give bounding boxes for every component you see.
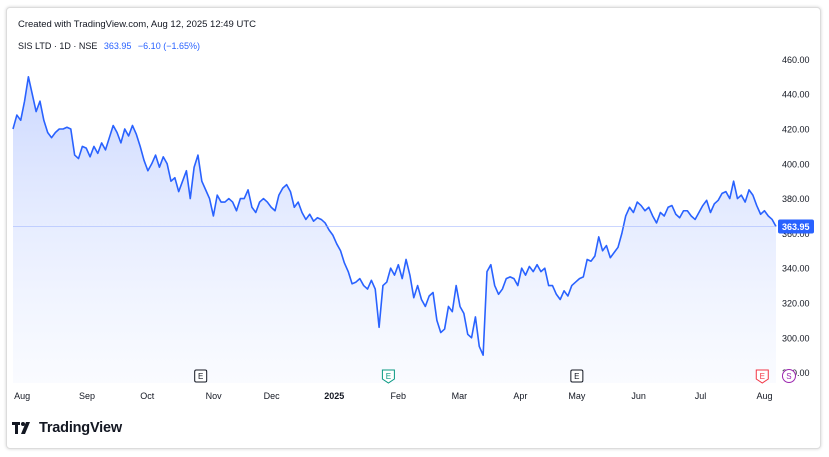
- symbol-name: SIS LTD · 1D · NSE: [18, 41, 98, 51]
- price-change: −6.10 (−1.65%): [137, 41, 200, 51]
- earnings-event-marker: [194, 369, 208, 383]
- earnings-event-marker: [570, 369, 584, 383]
- price-area-fill: [13, 76, 776, 384]
- event-marker-label: E: [760, 372, 765, 381]
- last-price-tag: [778, 219, 814, 234]
- x-tick-label: Apr: [513, 391, 527, 401]
- tradingview-logo: TradingView: [12, 419, 122, 437]
- y-tick-label: 360.00: [782, 229, 810, 239]
- x-tick-label: Dec: [264, 391, 281, 401]
- y-tick-label: 440.00: [782, 90, 810, 100]
- x-tick-label: 2025: [324, 391, 344, 401]
- x-tick-label: Jul: [695, 391, 707, 401]
- y-tick-label: 280.00: [782, 368, 810, 378]
- event-marker-label: E: [574, 372, 579, 381]
- last-price-tag-label: 363.95: [782, 222, 810, 232]
- symbol-legend: SIS LTD · 1D · NSE 363.95 −6.10 (−1.65%): [18, 41, 200, 51]
- created-with-text: Created with TradingView.com, Aug 12, 20…: [18, 19, 256, 30]
- y-tick-label: 340.00: [782, 264, 810, 274]
- last-price: 363.95: [103, 41, 132, 51]
- tradingview-mark-icon: [12, 422, 30, 434]
- x-tick-label: Sep: [79, 391, 95, 401]
- x-tick-label: Aug: [757, 391, 773, 401]
- earnings-event-marker: [381, 369, 395, 384]
- earnings-event-marker: [755, 369, 769, 384]
- y-tick-label: 380.00: [782, 194, 810, 204]
- y-tick-label: 300.00: [782, 333, 810, 343]
- y-tick-label: 400.00: [782, 159, 810, 169]
- x-tick-label: Jun: [631, 391, 646, 401]
- event-marker-label: E: [386, 372, 391, 381]
- y-tick-label: 320.00: [782, 298, 810, 308]
- y-tick-label: 420.00: [782, 124, 810, 134]
- price-series-line: [12, 76, 777, 356]
- x-tick-label: Nov: [206, 391, 223, 401]
- brand-name: TradingView: [39, 420, 122, 436]
- y-tick-label: 460.00: [782, 55, 810, 65]
- event-marker-label: E: [198, 372, 203, 381]
- split-event-marker: [781, 369, 796, 383]
- x-tick-label: May: [568, 391, 586, 401]
- x-tick-label: Aug: [14, 391, 30, 401]
- x-tick-label: Mar: [452, 391, 468, 401]
- x-tick-label: Feb: [391, 391, 407, 401]
- event-marker-label: S: [786, 372, 791, 381]
- x-tick-label: Oct: [140, 391, 155, 401]
